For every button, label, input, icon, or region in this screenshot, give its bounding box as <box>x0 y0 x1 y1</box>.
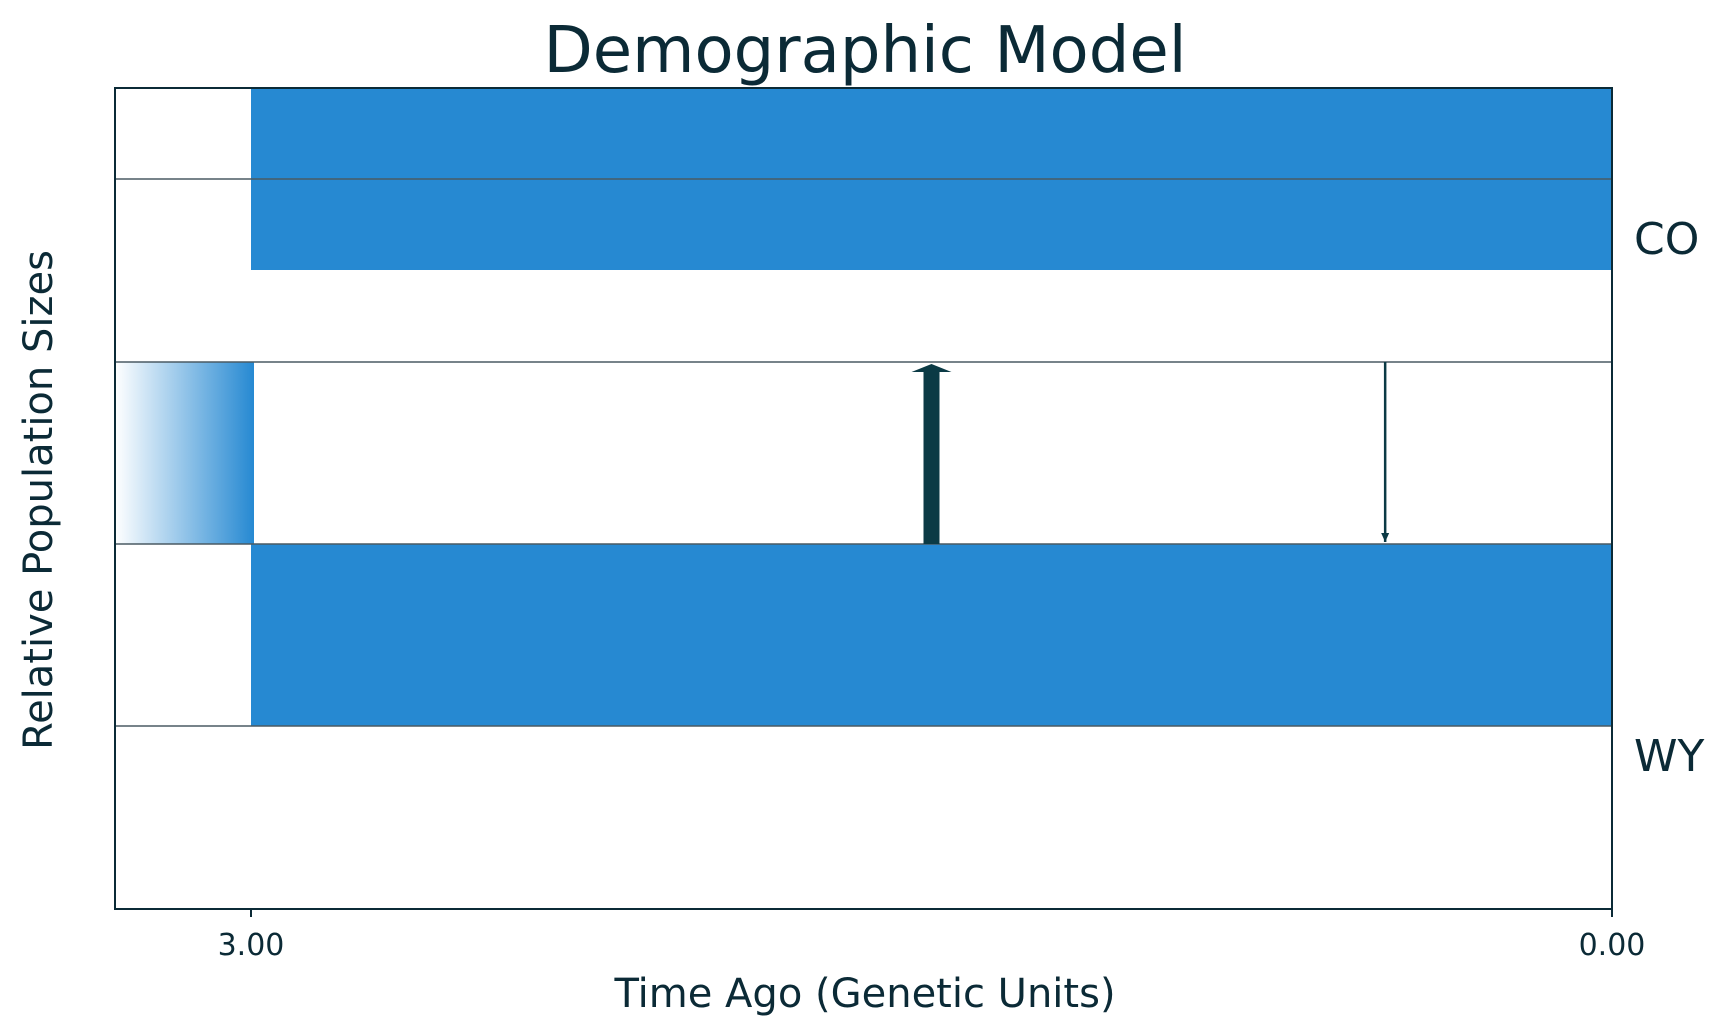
plot-frame <box>114 87 1613 910</box>
x-tick-label-2: 0.00 <box>1579 928 1646 963</box>
y-axis-label: Relative Population Sizes <box>16 250 62 750</box>
migration-arrow-co-to-wy <box>1381 362 1390 542</box>
population-label-co: CO <box>1634 214 1699 265</box>
population-band-wy <box>251 544 1612 726</box>
population-labels: CO WY <box>1634 214 1705 782</box>
population-label-wy: WY <box>1634 731 1705 782</box>
x-axis-label: Time Ago (Genetic Units) <box>613 971 1115 1017</box>
x-tick-label-1: 3.00 <box>218 928 285 963</box>
migration-arrow-wy-to-co <box>911 364 952 544</box>
chart-title: Demographic Model <box>544 14 1187 88</box>
plot-area <box>115 88 1612 727</box>
x-axis-ticks: 3.00 0.00 <box>218 909 1646 963</box>
ancestral-population-block <box>115 362 254 544</box>
